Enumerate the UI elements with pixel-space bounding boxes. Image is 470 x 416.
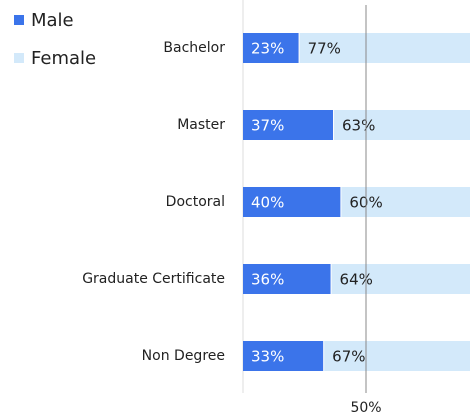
data-label: 36% [251,271,284,289]
bar-segment [243,33,299,63]
bar-segment [243,110,334,140]
category-label: Doctoral [166,194,225,210]
data-label: 40% [251,194,284,212]
x-tick-label: 50% [350,400,381,416]
bar-segment [324,341,470,371]
data-label: 64% [340,271,373,289]
category-label: Bachelor [163,40,225,56]
data-label: 37% [251,117,284,135]
data-label: 23% [251,40,284,58]
data-label: 77% [308,40,341,58]
bar-segment [334,110,470,140]
category-label: Graduate Certificate [82,271,225,287]
data-label: 33% [251,348,284,366]
legend-swatch [14,53,24,63]
bar-segment [341,187,470,217]
bar-segment [299,33,470,63]
category-label: Non Degree [142,348,225,364]
category-label: Master [177,117,225,133]
bar-segment [331,264,470,294]
bar-segment [243,264,331,294]
legend-label: Male [31,10,74,31]
bar-segment [243,187,341,217]
data-label: 63% [342,117,375,135]
bar-segment [243,341,324,371]
data-label: 67% [332,348,365,366]
legend-label: Female [31,48,96,69]
legend-swatch [14,15,24,25]
